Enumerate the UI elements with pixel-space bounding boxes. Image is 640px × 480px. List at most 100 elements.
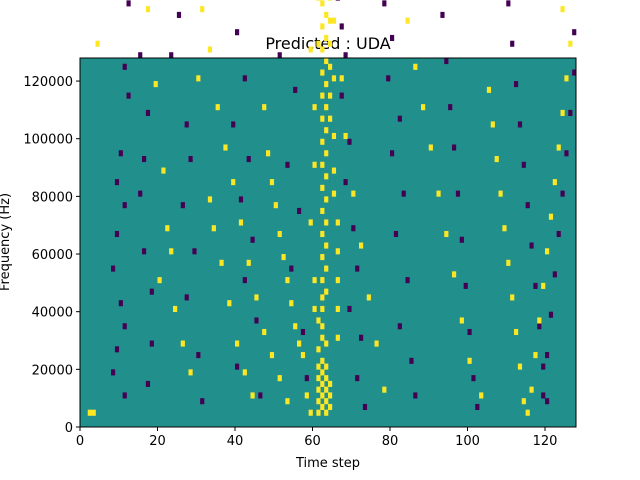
- heatmap-cell-high: [262, 104, 267, 111]
- heatmap-cell-low: [572, 29, 577, 36]
- heatmap-cell-high: [304, 392, 309, 399]
- heatmap-cell-high: [320, 392, 325, 399]
- heatmap-cell-high: [506, 259, 511, 266]
- heatmap-cell-high: [545, 248, 550, 255]
- heatmap-cell-high: [328, 115, 333, 122]
- heatmap-cell-low: [200, 398, 205, 405]
- heatmap-cell-high: [250, 392, 255, 399]
- heatmap-cell-high: [320, 294, 325, 301]
- heatmap-cell-high: [269, 352, 275, 359]
- heatmap-cell-low: [397, 323, 402, 330]
- y-tick-label: 40000: [32, 306, 73, 321]
- heatmap-cell-high: [324, 104, 329, 111]
- heatmap-cell-low: [138, 52, 143, 59]
- heatmap-cell-low: [184, 294, 189, 301]
- heatmap-cell-high: [324, 150, 329, 157]
- heatmap-cell-high: [169, 248, 174, 255]
- x-tick-label: 120: [533, 434, 558, 449]
- heatmap-cell-high: [564, 75, 569, 82]
- heatmap-cell-high: [541, 282, 546, 289]
- heatmap-cell-low: [440, 11, 445, 18]
- heatmap-cell-low: [475, 403, 480, 411]
- heatmap-cell-low: [254, 317, 259, 324]
- heatmap-cell-high: [320, 369, 325, 376]
- y-axis: 0 20000 40000 60000 80000 100000 120000: [23, 75, 80, 436]
- heatmap-cell-high: [308, 46, 313, 53]
- heatmap-cell-low: [401, 190, 406, 197]
- heatmap-cell-high: [316, 346, 321, 353]
- heatmap-cell-high: [269, 179, 275, 186]
- heatmap-cell-high: [459, 317, 464, 324]
- heatmap-cell-high: [324, 173, 329, 180]
- y-tick-label: 20000: [32, 363, 73, 378]
- heatmap-cell-low: [149, 288, 154, 295]
- heatmap-cell-high: [502, 225, 507, 232]
- heatmap-cell-low: [285, 161, 290, 168]
- heatmap-cell-low: [386, 75, 391, 82]
- heatmap-cell-high: [494, 156, 499, 163]
- heatmap-cell-high: [320, 115, 325, 122]
- heatmap-cell-low: [556, 230, 561, 238]
- heatmap-cell-low: [452, 144, 457, 151]
- heatmap-cell-low: [145, 109, 151, 116]
- heatmap-cell-low: [188, 156, 193, 163]
- heatmap-cell-low: [297, 207, 302, 214]
- heatmap-cell-low: [149, 340, 154, 347]
- heatmap-cell-low: [339, 92, 344, 99]
- heatmap-cell-low: [111, 369, 116, 376]
- heatmap-cell-low: [545, 352, 550, 359]
- heatmap-cell-high: [316, 317, 321, 324]
- heatmap-cell-low: [448, 104, 453, 111]
- heatmap-cell-low: [390, 34, 395, 42]
- heatmap-cell-high: [444, 230, 449, 238]
- x-axis: 0 20 40 60 80 100 120: [76, 427, 558, 449]
- heatmap-cell-low: [564, 150, 569, 157]
- heatmap-cell-high: [320, 69, 325, 76]
- heatmap-cell-high: [312, 305, 317, 312]
- heatmap-cell-low: [277, 52, 282, 59]
- heatmap-cell-low: [180, 202, 185, 209]
- heatmap-cell-high: [490, 121, 495, 128]
- heatmap-cell-low: [545, 398, 550, 405]
- heatmap-cell-high: [537, 317, 542, 324]
- heatmap-cell-high: [359, 242, 364, 249]
- heatmap-cell-high: [316, 40, 321, 47]
- heatmap-cell-low: [359, 334, 364, 341]
- heatmap-cell-high: [548, 213, 554, 220]
- heatmap-cell-high: [324, 409, 329, 416]
- heatmap-cell-low: [521, 161, 526, 168]
- heatmap-cell-low: [552, 271, 557, 278]
- heatmap-cell-low: [343, 179, 348, 186]
- heatmap-cell-high: [324, 386, 329, 393]
- heatmap-cell-high: [223, 144, 228, 151]
- heatmap-cell-low: [506, 0, 511, 7]
- heatmap-cell-high: [324, 265, 329, 272]
- heatmap-cell-low: [114, 230, 120, 238]
- heatmap-cell-high: [335, 334, 340, 341]
- heatmap-cell-high: [324, 363, 329, 370]
- heatmap-cell-high: [173, 305, 178, 312]
- heatmap-cell-high: [320, 380, 325, 387]
- heatmap-cell-high: [324, 81, 329, 88]
- heatmap-cell-high: [320, 161, 325, 168]
- heatmap-cell-low: [537, 323, 542, 330]
- heatmap-cell-high: [320, 230, 325, 238]
- heatmap-cell-high: [335, 277, 340, 284]
- heatmap-cell-low: [393, 230, 399, 238]
- heatmap-cell-low: [355, 265, 360, 272]
- heatmap-cell-high: [308, 409, 313, 416]
- heatmap-cell-high: [331, 17, 337, 24]
- heatmap-cell-high: [281, 254, 286, 261]
- heatmap-cell-low: [390, 150, 395, 157]
- heatmap-cell-low: [122, 323, 127, 330]
- heatmap-cell-high: [320, 92, 325, 99]
- heatmap-cell-low: [355, 375, 360, 382]
- heatmap-cell-high: [312, 104, 317, 111]
- heatmap-cell-high: [328, 63, 333, 70]
- heatmap-cell-low: [192, 248, 197, 255]
- heatmap-cell-high: [320, 23, 325, 30]
- heatmap-cell-high: [374, 340, 379, 347]
- y-tick-label: 100000: [23, 133, 73, 148]
- heatmap-cell-low: [289, 265, 294, 272]
- heatmap-cell-high: [285, 277, 290, 284]
